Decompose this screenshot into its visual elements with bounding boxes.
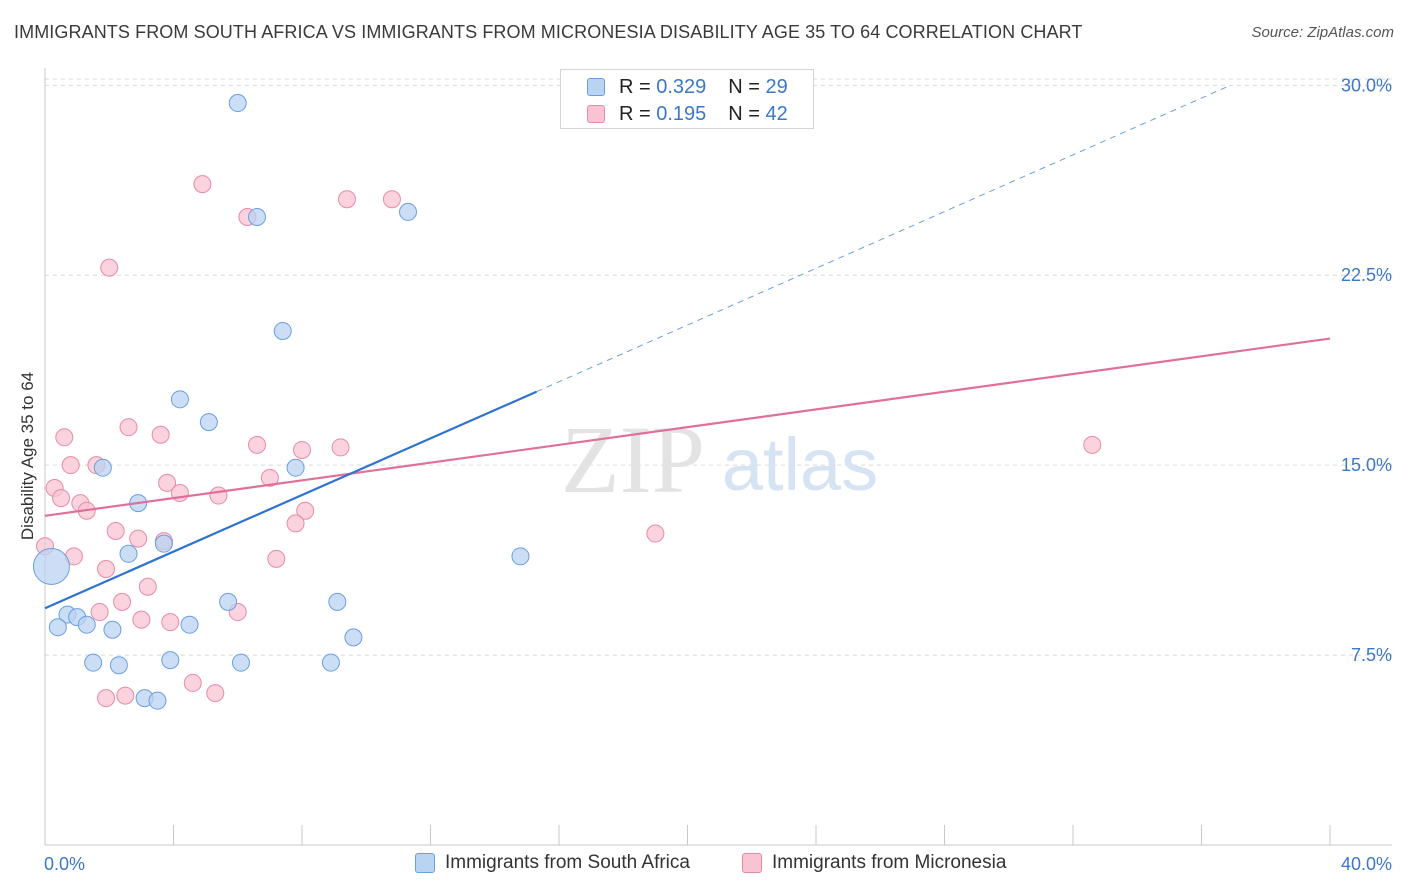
chart-title: IMMIGRANTS FROM SOUTH AFRICA VS IMMIGRAN…	[14, 22, 1083, 42]
trend-lines	[44, 84, 1331, 610]
legend-r-value: 0.329	[656, 75, 707, 98]
watermark-atlas: atlas	[722, 423, 878, 506]
y-tick-label: 7.5%	[1351, 645, 1392, 665]
south-africa-point	[119, 544, 138, 563]
legend-r-label: R =	[619, 102, 651, 125]
south-africa-point	[344, 628, 363, 647]
micronesia-point	[183, 673, 202, 692]
south-africa-point	[180, 615, 199, 634]
south-africa-point	[109, 656, 128, 675]
micronesia-point	[61, 456, 80, 475]
micronesia-point	[1083, 435, 1102, 454]
south-africa-point	[161, 651, 180, 670]
watermark: ZIP atlas	[561, 406, 878, 513]
south-africa-point	[148, 691, 167, 710]
south-africa-point	[219, 592, 238, 611]
bottom-legend-south-africa: Immigrants from South Africa	[415, 852, 690, 874]
grid-lines	[45, 78, 1392, 656]
micronesia-point	[260, 468, 279, 487]
bottom-legend-micronesia: Immigrants from Micronesia	[742, 852, 1006, 874]
south-africa-point	[199, 413, 218, 432]
south-africa-point	[48, 618, 67, 637]
south-africa-point	[511, 547, 530, 566]
y-tick-labels: 7.5% 15.0% 22.5% 30.0%	[1341, 75, 1392, 665]
micronesia-point	[382, 190, 401, 209]
legend-row-micronesia: R = 0.195 N = 42	[587, 101, 788, 127]
south-africa-point	[399, 202, 418, 221]
bottom-legend-swatch-pink	[742, 853, 762, 873]
y-tick-label: 30.0%	[1341, 75, 1392, 95]
micronesia-point	[151, 425, 170, 444]
micronesia-point	[55, 428, 74, 447]
micronesia-point	[248, 435, 267, 454]
south-africa-point	[170, 390, 189, 409]
south-africa-trend-extension	[536, 84, 1231, 393]
micronesia-point	[116, 686, 135, 705]
south-africa-trend-line	[44, 390, 537, 610]
micronesia-trend-line	[44, 337, 1331, 517]
watermark-zip: ZIP	[561, 406, 705, 513]
south-africa-point	[154, 534, 173, 553]
micronesia-point	[158, 473, 177, 492]
micronesia-point	[267, 549, 286, 568]
y-tick-label: 22.5%	[1341, 265, 1392, 285]
south-africa-point	[248, 208, 267, 226]
south-africa-point	[328, 592, 347, 611]
micronesia-point	[52, 489, 71, 508]
micronesia-point	[97, 689, 116, 708]
source-credit: Source: ZipAtlas.com	[1251, 24, 1394, 41]
micronesia-point	[331, 438, 350, 457]
micronesia-point	[113, 592, 132, 611]
bottom-legend-label: Immigrants from Micronesia	[772, 852, 1007, 873]
micronesia-point	[206, 684, 225, 703]
x-tick-label-min: 0.0%	[44, 854, 85, 874]
axes	[44, 68, 1392, 846]
micronesia-point	[106, 522, 125, 540]
y-axis-label: Disability Age 35 to 64	[18, 372, 37, 540]
south-africa-point	[286, 458, 305, 477]
south-africa-point	[32, 547, 70, 585]
micronesia-point	[337, 190, 356, 209]
micronesia-point	[646, 524, 665, 543]
south-africa-point	[77, 615, 96, 634]
micronesia-point	[129, 529, 148, 548]
south-africa-point	[228, 94, 247, 113]
y-tick-label: 15.0%	[1341, 455, 1392, 475]
legend-n-value: 29	[765, 75, 788, 98]
bottom-legend-label: Immigrants from South Africa	[445, 852, 690, 873]
legend-n-value: 42	[765, 102, 788, 125]
micronesia-point	[100, 258, 119, 277]
legend-swatch-pink	[587, 105, 605, 123]
micronesia-point	[119, 418, 138, 437]
south-africa-point	[84, 653, 103, 672]
micronesia-point	[138, 577, 157, 596]
micronesia-point	[97, 559, 116, 578]
south-africa-point	[93, 458, 112, 477]
south-africa-point	[321, 653, 340, 672]
south-africa-point	[103, 620, 122, 639]
micronesia-point	[296, 501, 315, 520]
x-tick-label-max: 40.0%	[1341, 854, 1392, 874]
micronesia-point	[293, 440, 311, 459]
legend-n-label: N =	[728, 75, 760, 98]
micronesia-point	[286, 514, 305, 533]
micronesia-point	[90, 603, 109, 622]
legend-r-value: 0.195	[656, 102, 707, 125]
south-africa-point	[231, 653, 250, 672]
south-africa-point	[273, 321, 292, 340]
legend-n-label: N =	[728, 102, 760, 125]
legend-row-south-africa: R = 0.329 N = 29	[587, 74, 788, 100]
micronesia-point	[193, 175, 212, 194]
micronesia-point	[209, 486, 228, 505]
series-south-africa-points	[32, 94, 530, 710]
legend-swatch-blue	[587, 78, 605, 96]
stats-legend: R = 0.329 N = 29 R = 0.195 N = 42	[560, 69, 814, 129]
micronesia-point	[161, 613, 180, 632]
micronesia-point	[132, 610, 151, 629]
legend-r-label: R =	[619, 75, 651, 98]
bottom-legend-swatch-blue	[415, 853, 435, 873]
